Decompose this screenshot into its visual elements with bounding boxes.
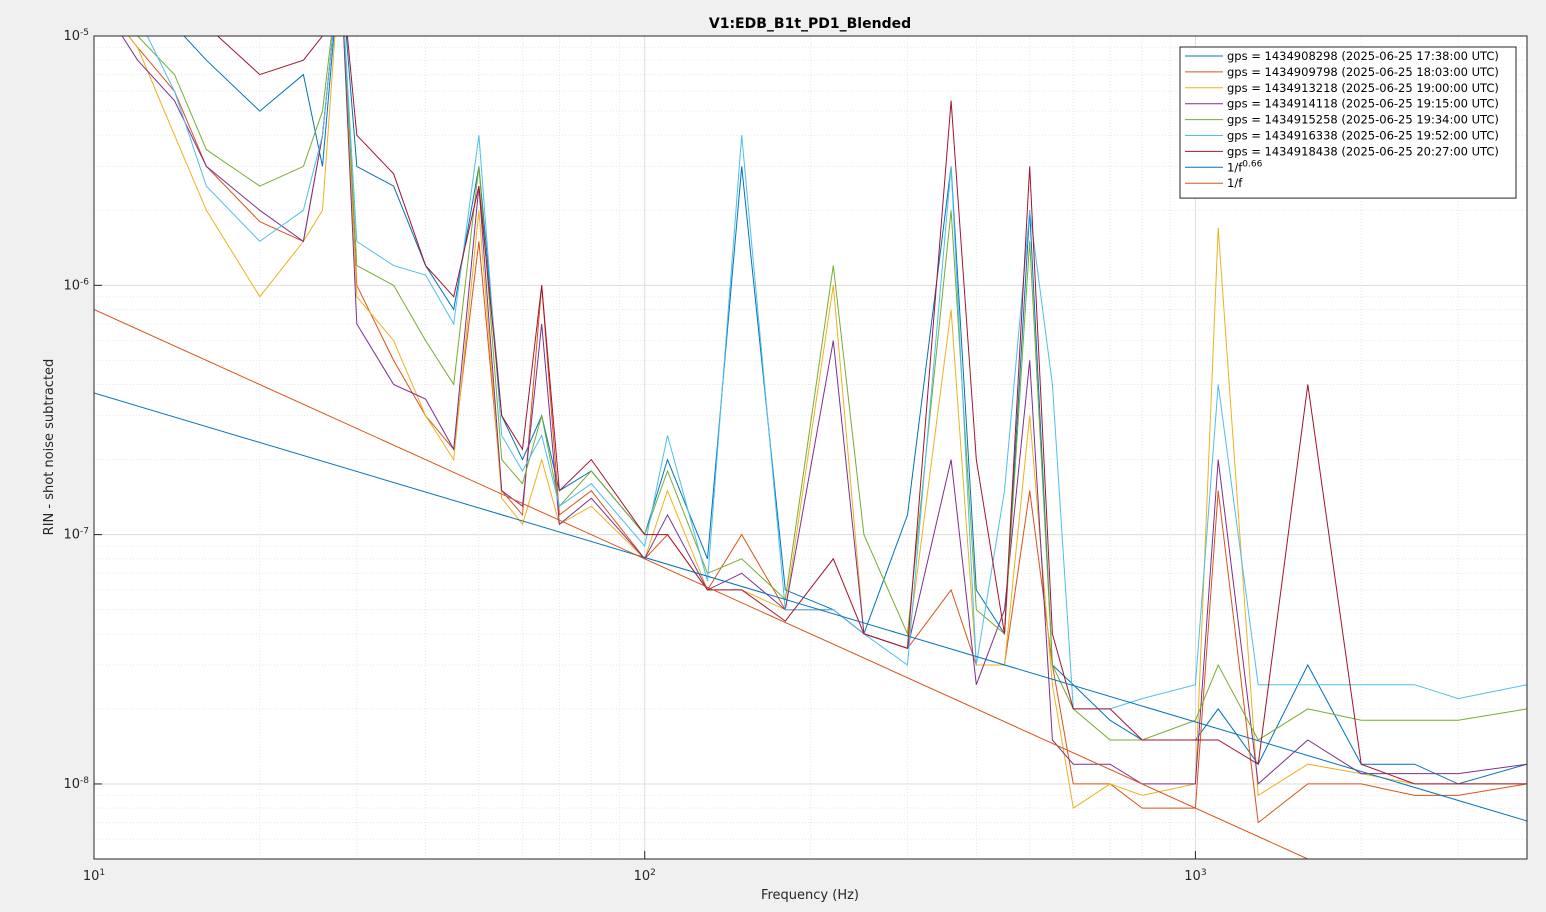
y-tick-label: 10-5 [63,28,89,44]
series-line [127,36,1527,824]
legend-label: 1/f [1227,176,1243,190]
x-tick-label: 102 [634,868,656,884]
series-line [146,36,1527,710]
y-tick-label: 10-7 [63,527,89,543]
axes-box [93,35,1528,860]
y-tick-label: 10-6 [63,277,89,293]
y-tick-label: 10-8 [63,776,89,792]
series-line [94,309,1309,859]
y-axis-label: RIN - shot noise subtracted [42,359,57,536]
series-line [216,36,1527,785]
legend-label: gps = 1434909798 (2025-06-25 18:03:00 UT… [1227,65,1499,79]
series-line [136,36,1527,741]
legend-label: gps = 1434918438 (2025-06-25 20:27:00 UT… [1227,144,1499,158]
legend-label: gps = 1434915258 (2025-06-25 19:34:00 UT… [1227,113,1499,127]
x-tick-label: 101 [83,868,105,884]
legend-label: gps = 1434908298 (2025-06-25 17:38:00 UT… [1227,49,1499,63]
x-tick-label: 103 [1184,868,1206,884]
x-axis-label: Frequency (Hz) [761,888,859,903]
chart-title: V1:EDB_B1t_PD1_Blended [709,16,911,32]
legend-box [1179,46,1517,199]
legend-label: gps = 1434914118 (2025-06-25 19:15:00 UT… [1227,97,1499,111]
series-line [94,392,1527,822]
legend-label: gps = 1434913218 (2025-06-25 19:00:00 UT… [1227,81,1499,95]
legend-label: gps = 1434916338 (2025-06-25 19:52:00 UT… [1227,129,1499,143]
